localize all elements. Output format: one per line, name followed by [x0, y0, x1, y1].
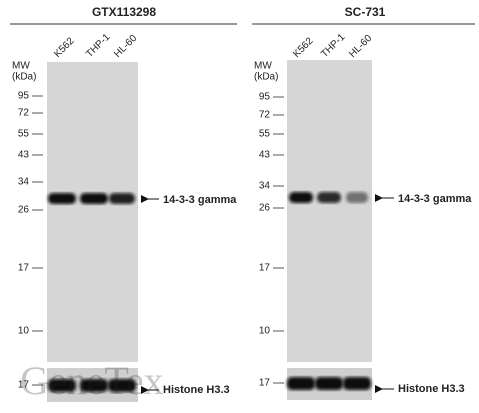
marker-label: 34 — [259, 181, 271, 192]
marker-label: 10 — [259, 326, 271, 337]
target-label: 14-3-3 gamma — [398, 193, 472, 205]
lane-label: THP-1 — [319, 31, 348, 60]
band — [80, 193, 108, 204]
lane-label: K562 — [291, 35, 316, 60]
band — [346, 192, 368, 203]
marker-label: 17 — [18, 380, 30, 391]
lane-label: HL-60 — [347, 33, 374, 60]
panel-title: GTX113298 — [92, 5, 156, 19]
marker-label: 10 — [18, 326, 30, 337]
marker-label: 55 — [18, 129, 30, 140]
mw-label: MW — [254, 61, 272, 72]
control-label: Histone H3.3 — [398, 383, 465, 395]
marker-label: 55 — [259, 129, 271, 140]
band — [48, 379, 76, 392]
marker-label: 17 — [259, 378, 271, 389]
marker-label: 17 — [18, 263, 30, 274]
marker-label: 95 — [18, 91, 30, 102]
mw-unit: (kDa) — [12, 72, 36, 83]
marker-label: 95 — [259, 92, 271, 103]
marker-label: 26 — [259, 203, 271, 214]
mw-label: MW — [12, 61, 30, 72]
marker-label: 26 — [18, 205, 30, 216]
watermark: GeneTex — [20, 358, 164, 403]
band — [317, 192, 341, 203]
blot-upper — [287, 60, 372, 362]
band — [343, 377, 371, 390]
band — [289, 192, 313, 203]
band — [48, 193, 76, 204]
marker-label: 43 — [259, 150, 271, 161]
marker-label: 43 — [18, 150, 30, 161]
mw-unit: (kDa) — [254, 72, 278, 83]
band — [108, 379, 136, 392]
band — [109, 193, 135, 204]
lane-label: HL-60 — [112, 33, 139, 60]
lane-label: THP-1 — [84, 31, 113, 60]
band — [287, 377, 315, 390]
band — [315, 377, 343, 390]
marker-label: 72 — [18, 108, 30, 119]
panel-title: SC-731 — [345, 5, 386, 19]
marker-label: 72 — [259, 110, 271, 121]
control-label: Histone H3.3 — [163, 384, 230, 396]
band — [80, 379, 108, 392]
lane-label: K562 — [52, 35, 77, 60]
marker-label: 17 — [259, 263, 271, 274]
target-label: 14-3-3 gamma — [163, 194, 237, 206]
blot-upper — [47, 62, 138, 362]
marker-label: 34 — [18, 177, 30, 188]
